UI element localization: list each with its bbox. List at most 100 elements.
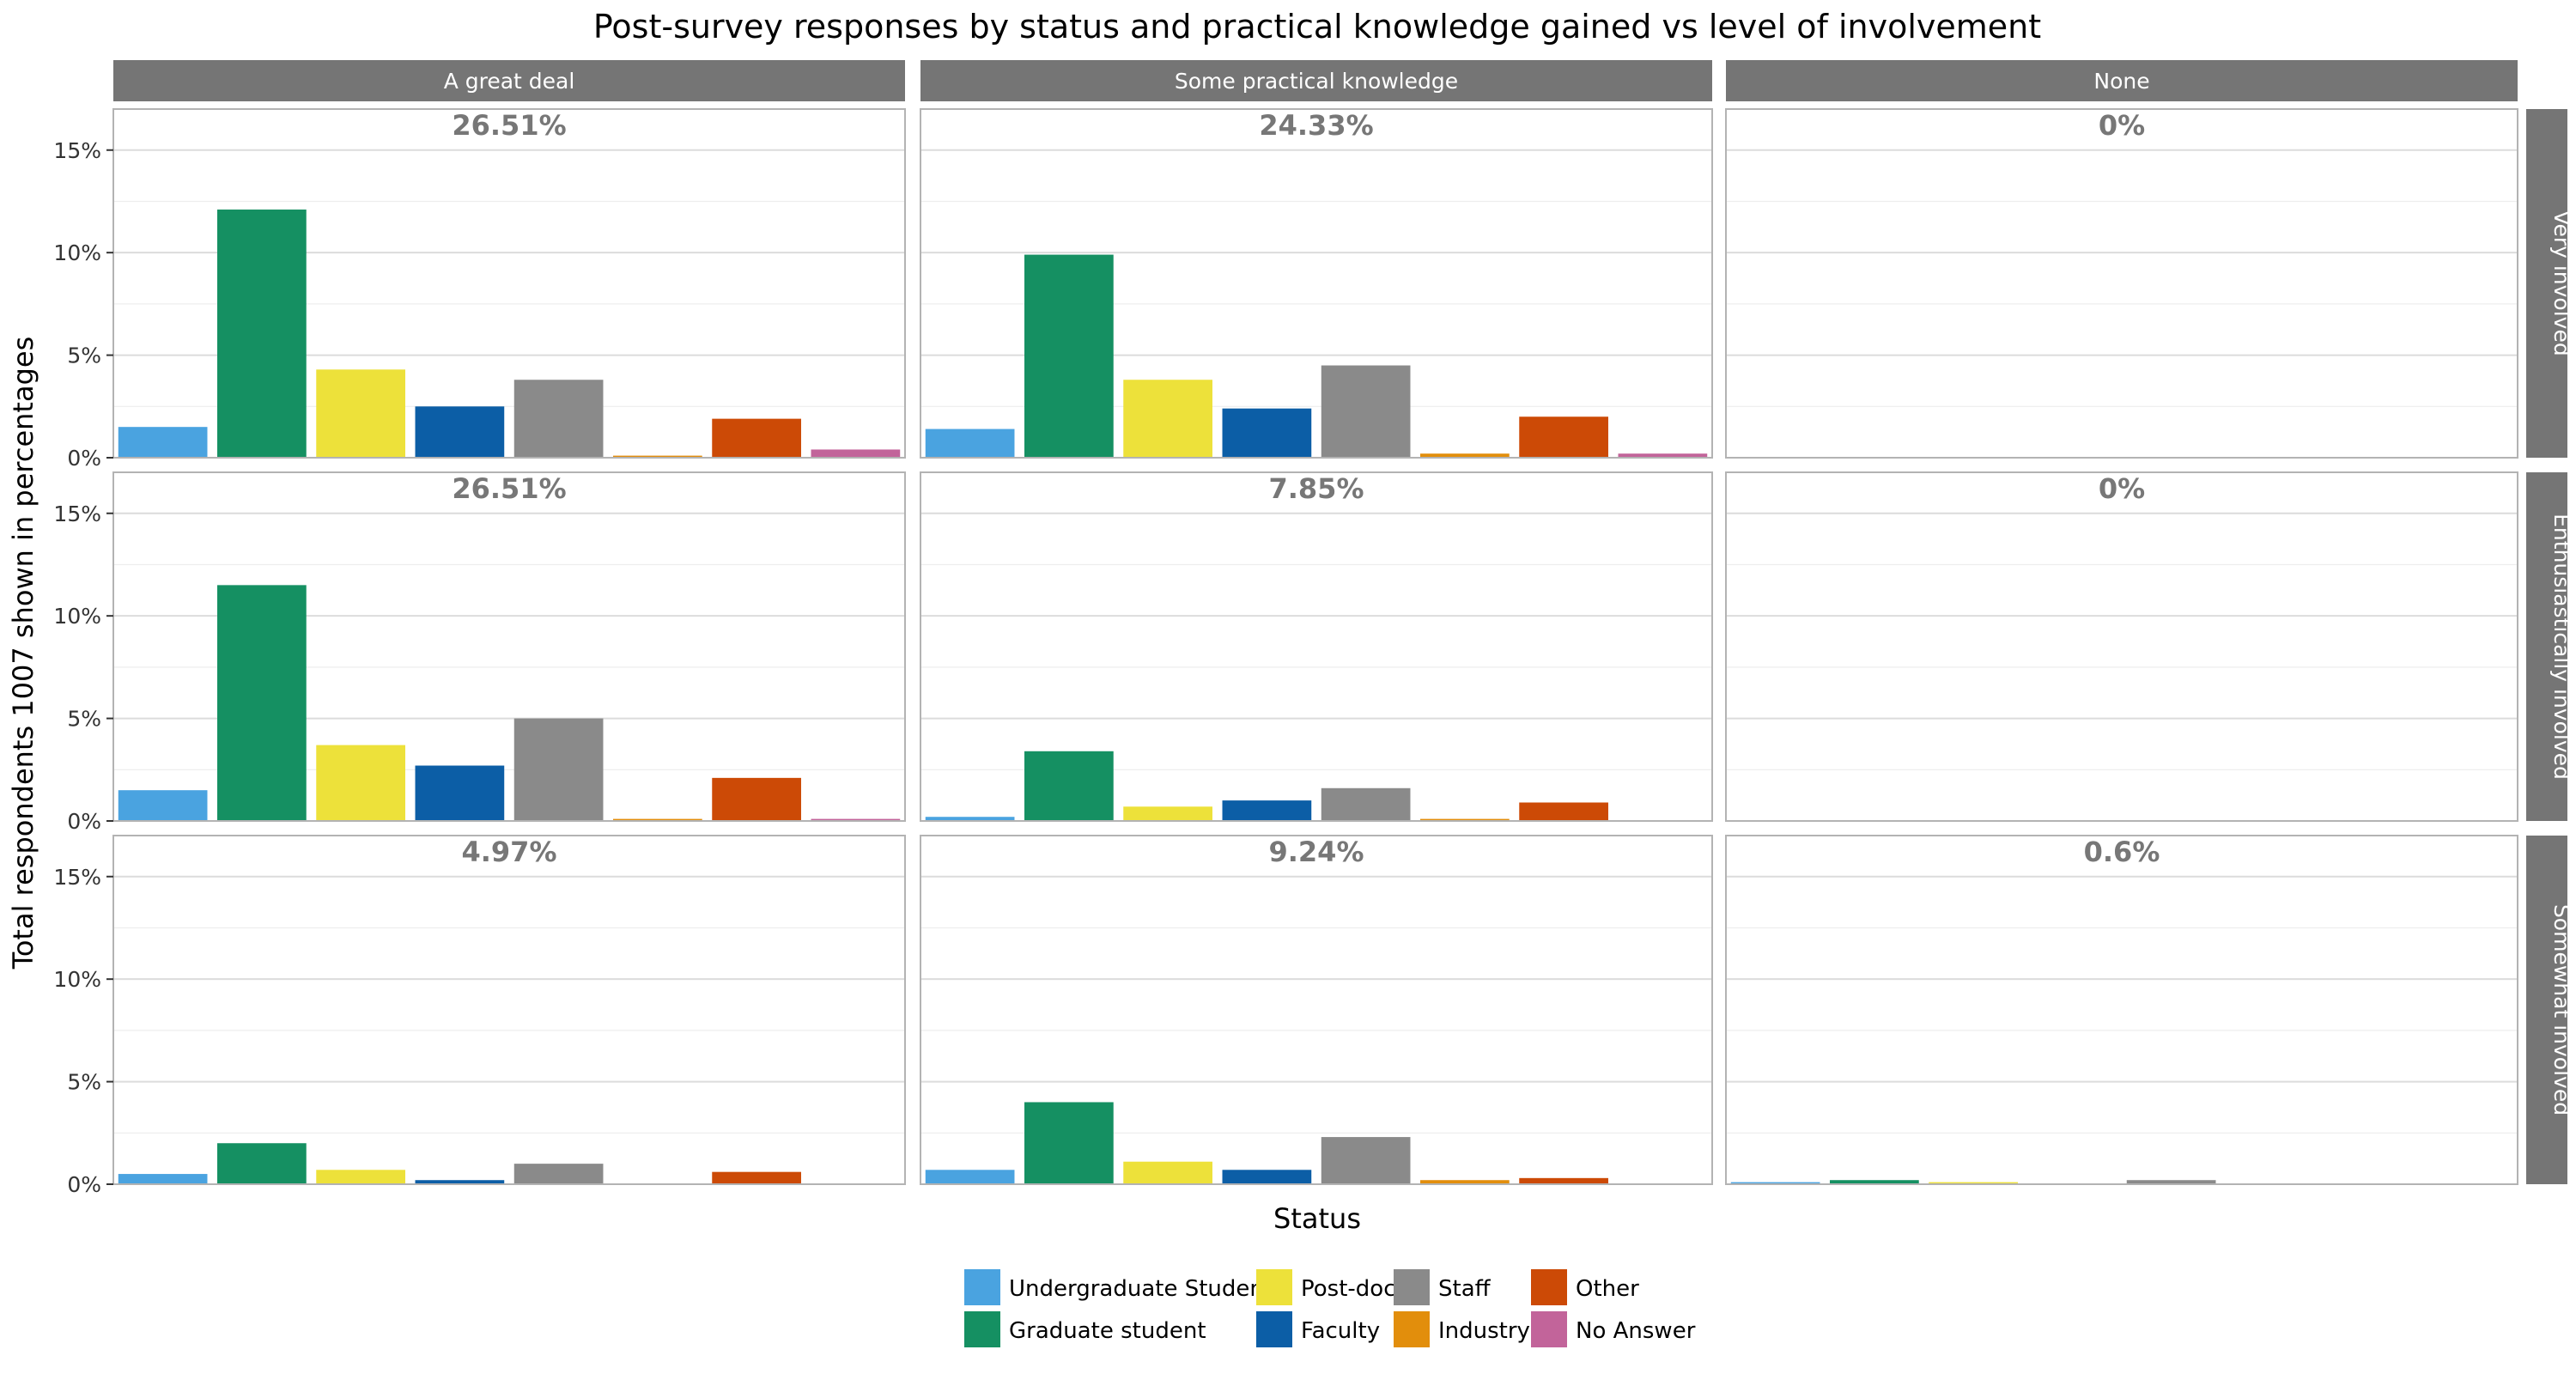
y-tick-label: 15% [53, 865, 101, 890]
row-strip-label: Enthusiastically involved [2549, 514, 2574, 780]
bar-faculty [1222, 1170, 1312, 1184]
bar-undergraduate-student [118, 790, 208, 821]
legend-key [1256, 1269, 1292, 1305]
bar-post-doc [316, 745, 405, 821]
column-strip-bg [1726, 60, 2518, 101]
panel-border [920, 471, 1713, 822]
bar-other [712, 418, 801, 458]
bar-post-doc [316, 1170, 405, 1184]
legend-label: Faculty [1301, 1318, 1380, 1344]
bar-other [712, 777, 801, 821]
panel: 24.33% [920, 108, 1713, 459]
bar-faculty [415, 1180, 505, 1184]
panel-total-label: 9.24% [1268, 836, 1364, 868]
bar-undergraduate-student [925, 1170, 1015, 1184]
panel-border [112, 471, 906, 822]
legend-label: Undergraduate Student [1009, 1276, 1273, 1302]
panel-total-label: 0% [2099, 472, 2145, 505]
panel-total-label: 24.33% [1259, 109, 1373, 142]
legend-label: Staff [1438, 1276, 1492, 1302]
bar-faculty [1222, 408, 1312, 458]
panel-bg [1726, 109, 2518, 458]
x-axis-title: Status [1273, 1202, 1361, 1235]
legend-label: Graduate student [1009, 1318, 1206, 1344]
bar-industry [1420, 1180, 1510, 1184]
bar-staff [513, 718, 604, 821]
legend-label: Post-doc [1301, 1276, 1396, 1302]
panel-border [1725, 835, 2518, 1185]
panel-border [1725, 108, 2518, 459]
panel-bg [113, 836, 905, 1184]
bar-faculty [415, 765, 505, 821]
bar-industry [1420, 453, 1510, 458]
bar-faculty [1222, 800, 1312, 821]
y-tick-label: 0% [67, 446, 101, 471]
chart-panels: 26.51% 24.33% 0% 26.51% 7.85% 0% 4.97% 9.24% 0.6… [112, 108, 2518, 1185]
bar-staff [1321, 1137, 1411, 1184]
panel-total-label: 0.6% [2084, 836, 2160, 868]
y-tick-label: 15% [53, 138, 101, 163]
panel-bg [1726, 472, 2518, 821]
column-strip-bg [920, 60, 1712, 101]
bar-no-answer [811, 449, 901, 458]
panel-border [1725, 471, 2518, 822]
panel: 0.6% [1725, 835, 2518, 1185]
panel: 26.51% [112, 108, 906, 459]
panel: 0% [1725, 108, 2518, 459]
bar-staff [2126, 1180, 2216, 1184]
row-strip-bg [2526, 472, 2567, 821]
y-axes: 0% 5% 10% 15% 0% 5% 10% 15% 0% 5% 10% 15% [53, 138, 113, 1197]
panel-border [112, 835, 906, 1185]
column-facet-strips: A great deal Some practical knowledge None [113, 60, 2518, 101]
bar-staff [513, 380, 604, 458]
y-tick-label: 5% [67, 344, 101, 368]
bar-post-doc [1123, 1161, 1212, 1184]
panel: 26.51% [112, 471, 906, 822]
panel-total-label: 0% [2099, 109, 2145, 142]
bar-post-doc [1123, 806, 1212, 821]
row-strip-label: Somewhat involved [2549, 904, 2574, 1116]
bar-undergraduate-student [118, 427, 208, 458]
bar-graduate-student [1830, 1180, 1919, 1184]
legend-label: No Answer [1576, 1318, 1696, 1344]
bar-staff [1321, 365, 1411, 458]
y-tick-label: 5% [67, 1070, 101, 1095]
panel-total-label: 4.97% [461, 836, 556, 868]
y-tick-label: 0% [67, 1172, 101, 1197]
chart-title: Post-survey responses by status and prac… [593, 8, 2041, 46]
panel: 9.24% [920, 835, 1713, 1185]
bar-graduate-student [1024, 1102, 1114, 1184]
bar-other [1519, 1177, 1608, 1184]
bar-staff [513, 1164, 604, 1184]
legend-key [964, 1269, 1000, 1305]
y-tick-label: 10% [53, 967, 101, 992]
bar-graduate-student [217, 585, 307, 821]
y-tick-label: 5% [67, 707, 101, 732]
panel-border [920, 835, 1713, 1185]
row-facet-strips: Very involved Enthusiastically involved So… [2526, 109, 2574, 1184]
y-tick-label: 0% [67, 809, 101, 834]
row-strip-bg [2526, 836, 2567, 1184]
legend: Undergraduate Student Graduate student Pos… [964, 1269, 1696, 1347]
legend-key [1531, 1269, 1567, 1305]
legend-key [1531, 1311, 1567, 1347]
bar-post-doc [1123, 380, 1212, 458]
row-strip-bg [2526, 109, 2567, 458]
bar-staff [1321, 787, 1411, 821]
panel: 7.85% [920, 471, 1713, 822]
y-tick-label: 15% [53, 502, 101, 526]
column-strip-label: None [2093, 69, 2149, 94]
bar-graduate-student [1024, 254, 1114, 458]
column-strip-label: Some practical knowledge [1175, 69, 1458, 94]
panel: 0% [1725, 471, 2518, 822]
legend-key [1394, 1311, 1430, 1347]
panel-border [112, 108, 906, 459]
bar-other [1519, 802, 1608, 821]
panel: 4.97% [112, 835, 906, 1185]
row-strip-label: Very involved [2549, 210, 2574, 356]
panel-total-label: 7.85% [1268, 472, 1364, 505]
legend-label: Industry [1438, 1318, 1530, 1344]
legend-key [1256, 1311, 1292, 1347]
bar-graduate-student [1024, 751, 1114, 821]
